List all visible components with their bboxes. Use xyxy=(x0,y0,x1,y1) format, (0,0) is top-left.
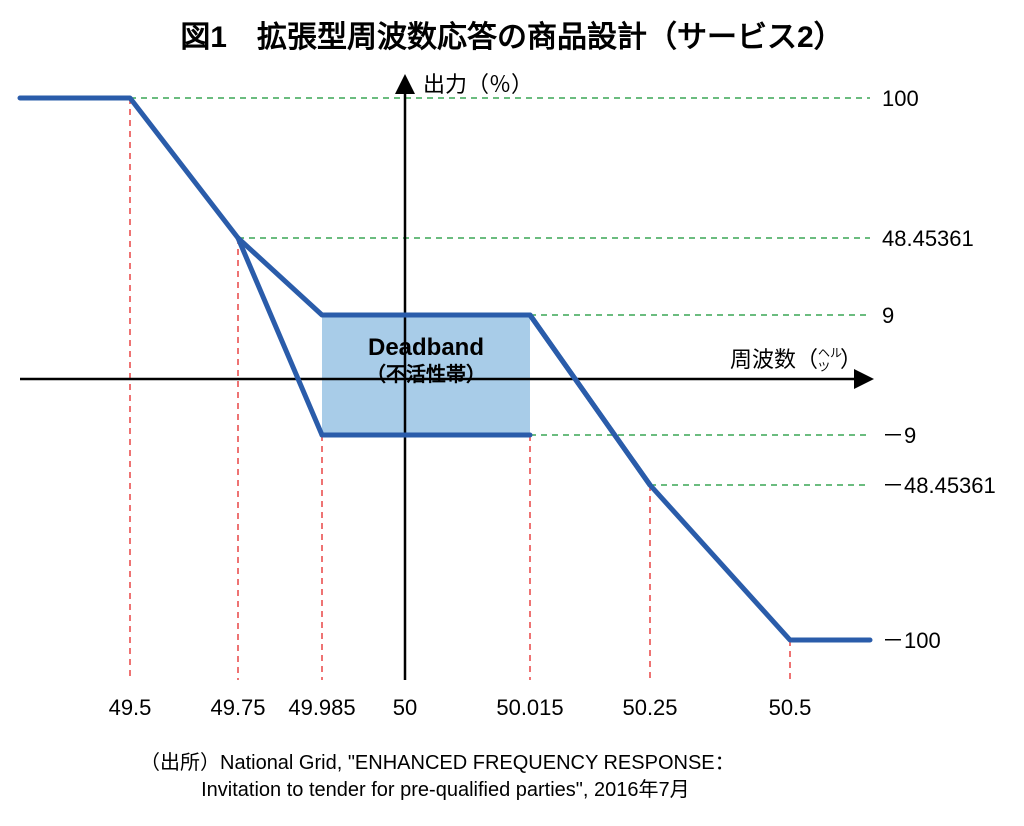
x-axis-label: 周波数（ ） xyxy=(730,347,862,372)
citation: （出所）National Grid, "ENHANCED FREQUENCY R… xyxy=(140,750,735,804)
deadband-label-sub: （不活性帯） xyxy=(366,363,486,386)
y-tick-label: 9 xyxy=(882,303,894,328)
x-tick-label: 49.985 xyxy=(288,695,355,720)
efr-chart: 出力（％） 周波数（ ）ヘルツ 49.5 49.75 49.985 50 50.015 50.… xyxy=(0,60,1024,760)
x-axis-unit-ruby2: ツ xyxy=(818,360,830,374)
citation-line2: Invitation to tender for pre-qualified p… xyxy=(201,779,690,801)
y-tick-label: －9 xyxy=(882,423,916,448)
y-tick-label: 100 xyxy=(882,86,919,111)
citation-line1: （出所）National Grid, "ENHANCED FREQUENCY R… xyxy=(140,752,735,774)
x-tick-label: 50 xyxy=(393,695,417,720)
x-tick-label: 50.5 xyxy=(769,695,812,720)
y-tick-label: －48.45361 xyxy=(882,473,996,498)
envelope-branch-right xyxy=(530,315,650,485)
x-tick-label: 49.5 xyxy=(109,695,152,720)
y-tick-label: 48.45361 xyxy=(882,226,974,251)
y-axis-label: 出力（％） xyxy=(423,72,533,97)
envelope-branch-left xyxy=(238,238,322,435)
deadband-label: Deadband xyxy=(368,334,484,361)
x-axis-unit-ruby: ヘル xyxy=(818,346,842,360)
x-tick-label: 50.015 xyxy=(496,695,563,720)
x-tick-label: 50.25 xyxy=(622,695,677,720)
chart-title: 図1 拡張型周波数応答の商品設計（サービス2） xyxy=(0,12,1024,56)
x-tick-label: 49.75 xyxy=(210,695,265,720)
y-tick-label: －100 xyxy=(882,628,941,653)
